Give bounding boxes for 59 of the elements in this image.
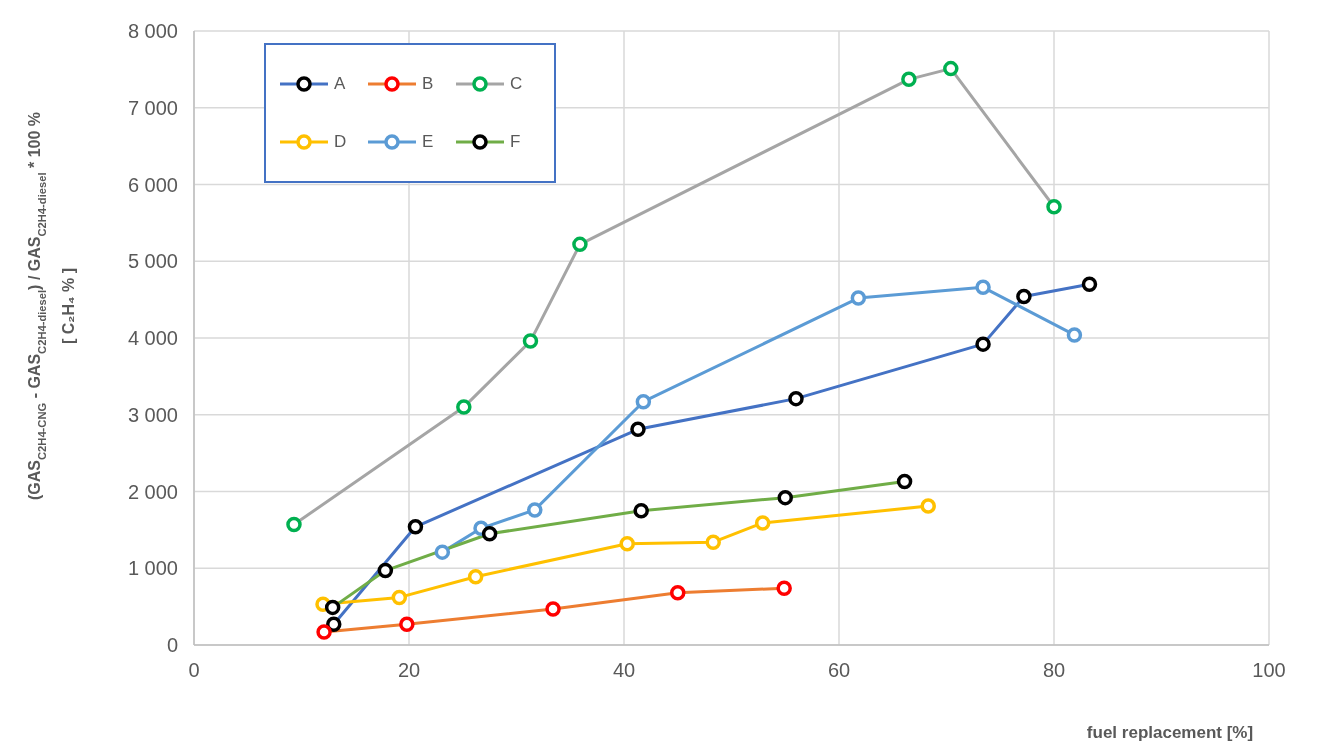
y-tick-label: 1 000	[127, 557, 178, 580]
x-tick-label: 0	[188, 659, 200, 682]
point	[896, 473, 913, 490]
point	[777, 489, 793, 506]
point	[705, 534, 721, 550]
point	[481, 525, 498, 542]
point	[633, 502, 649, 519]
legend-label: D	[334, 132, 347, 152]
x-tick-label: 100	[1252, 659, 1286, 682]
x-tick-label: 20	[397, 659, 421, 682]
point	[901, 71, 917, 88]
point	[975, 336, 991, 352]
point	[788, 390, 804, 407]
point	[630, 421, 646, 438]
point	[754, 515, 771, 531]
point	[407, 519, 424, 535]
y-tick-label: 3 000	[127, 403, 178, 426]
x-axis-title: fuel replacement [%]	[1086, 723, 1254, 742]
y-tick-label: 8 000	[127, 20, 178, 43]
x-tick-label: 40	[612, 659, 636, 682]
y-tick-label: 0	[166, 634, 178, 657]
point	[316, 624, 332, 640]
point	[1046, 199, 1062, 215]
y-tick-label: 4 000	[127, 327, 178, 350]
legend-label: C	[510, 74, 523, 94]
y-tick-label: 5 000	[127, 250, 178, 273]
point	[456, 399, 472, 415]
point	[850, 290, 867, 306]
point	[635, 393, 652, 410]
point	[1066, 327, 1083, 343]
point	[545, 601, 561, 617]
point	[1081, 276, 1098, 293]
legend-label: F	[510, 132, 521, 152]
point	[670, 585, 686, 601]
legend-label: E	[422, 132, 434, 152]
point	[399, 616, 415, 633]
x-tick-label: 60	[827, 659, 851, 682]
legend-label: B	[422, 74, 434, 94]
y-tick-label: 6 000	[127, 173, 178, 196]
point	[522, 333, 539, 349]
x-tick-label: 80	[1042, 659, 1066, 682]
point	[467, 568, 484, 585]
point	[572, 236, 588, 253]
point	[1016, 288, 1032, 305]
point	[434, 544, 451, 560]
point	[943, 60, 959, 77]
point	[391, 589, 408, 606]
point	[324, 599, 341, 616]
y-tick-label: 2 000	[127, 480, 178, 503]
y-tick-label: 7 000	[127, 96, 178, 119]
legend-label: A	[334, 74, 346, 94]
point	[975, 279, 991, 296]
point	[286, 516, 302, 533]
point	[527, 502, 543, 518]
point	[920, 498, 936, 514]
point	[776, 580, 792, 596]
point	[619, 535, 635, 552]
point	[377, 562, 394, 579]
point	[326, 616, 342, 633]
